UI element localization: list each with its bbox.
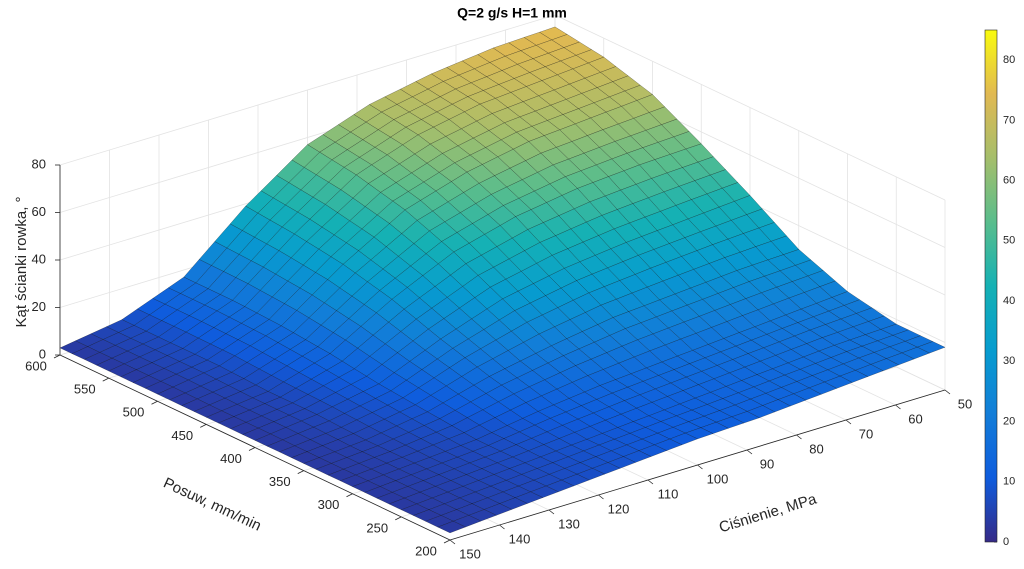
x-tick — [548, 509, 555, 515]
x-tick — [697, 464, 703, 470]
y-tick-label: 250 — [366, 520, 388, 535]
y-tick — [395, 516, 402, 521]
x-tick-label: 150 — [459, 546, 481, 561]
y-tick — [248, 447, 256, 451]
x-tick-label: 50 — [958, 396, 972, 411]
axis-line — [449, 389, 946, 541]
colorbar-tick-label: 10 — [1003, 476, 1015, 488]
z-tick-label: 20 — [32, 299, 46, 314]
x-axis-label: Ciśnienie, MPa — [717, 490, 819, 536]
x-tick — [845, 419, 852, 425]
colorbar-tick-label: 30 — [1003, 355, 1015, 367]
colorbar-tick-label: 80 — [1003, 54, 1015, 66]
x-tick — [598, 494, 604, 500]
z-tick-label: 60 — [32, 204, 46, 219]
y-tick — [102, 377, 109, 382]
x-tick-label: 140 — [509, 531, 531, 546]
y-tick-label: 550 — [74, 382, 96, 397]
x-tick — [449, 539, 456, 545]
colorbar-tick-label: 0 — [1003, 536, 1009, 548]
x-tick — [895, 404, 901, 410]
axis-line — [59, 354, 451, 541]
z-tick-label: 0 — [39, 346, 46, 361]
colorbar-tick-label: 40 — [1003, 295, 1015, 307]
axes-front: 5060708090100110120130140150200250300350… — [25, 54, 1015, 561]
colorbar — [984, 29, 998, 543]
y-tick — [200, 424, 207, 428]
grid-line — [554, 14, 946, 201]
z-tick-label: 80 — [32, 156, 46, 171]
surface-patch — [437, 520, 467, 534]
x-tick-label: 80 — [809, 441, 823, 456]
colorbar-tick-label: 60 — [1003, 174, 1015, 186]
x-tick — [499, 524, 505, 530]
y-tick — [346, 493, 353, 498]
y-tick-label: 200 — [415, 543, 437, 558]
x-tick-label: 120 — [608, 501, 630, 516]
x-tick-label: 70 — [859, 426, 873, 441]
x-tick-label: 100 — [707, 471, 729, 486]
surface — [59, 26, 946, 534]
x-tick — [647, 479, 654, 485]
y-tick — [151, 400, 158, 405]
grid-line — [59, 14, 556, 166]
chart-title: Q=2 g/s H=1 mm — [457, 5, 567, 21]
x-tick-label: 90 — [760, 456, 774, 471]
z-tick-label: 40 — [32, 251, 46, 266]
x-tick-label: 60 — [908, 411, 922, 426]
colorbar-tick-label: 70 — [1003, 114, 1015, 126]
y-tick-label: 350 — [269, 474, 291, 489]
y-tick — [53, 354, 61, 359]
y-tick-label: 600 — [25, 358, 47, 373]
x-tick-label: 110 — [658, 486, 679, 501]
y-tick — [443, 539, 451, 544]
x-tick — [746, 449, 753, 455]
x-tick-label: 130 — [558, 516, 580, 531]
y-axis-label: Posuw, mm/min — [161, 474, 264, 534]
z-axis-label: Kąt ścianki rowka, ° — [13, 196, 30, 327]
colorbar-tick-label: 20 — [1003, 415, 1015, 427]
colorbar-tick-label: 50 — [1003, 235, 1015, 247]
x-tick — [796, 434, 802, 440]
y-tick-label: 300 — [318, 497, 340, 512]
y-tick-label: 400 — [220, 451, 242, 466]
y-tick-label: 450 — [171, 428, 193, 443]
y-tick — [297, 470, 304, 474]
x-tick — [944, 389, 951, 395]
y-tick-label: 500 — [123, 405, 145, 420]
